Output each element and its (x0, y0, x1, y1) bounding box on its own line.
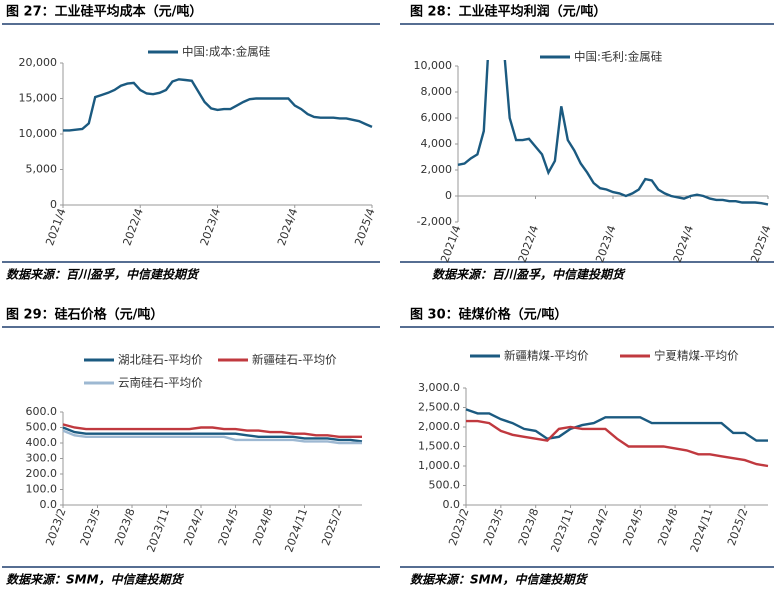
data-line (62, 423, 362, 438)
y-tick-label: 15,000 (19, 92, 58, 105)
y-tick-label: 2,500.0 (418, 401, 460, 414)
legend-label: 中国:成本:金属硅 (182, 45, 271, 59)
y-tick-label: 200.0 (26, 467, 58, 480)
y-tick-label: 2,000 (421, 163, 453, 176)
x-tick-label: 2024/5 (620, 507, 645, 548)
y-tick-label: 500.0 (26, 421, 58, 434)
data-line (63, 78, 373, 132)
source-note: 数据来源：百川盈孚，中信建投期货 (432, 268, 626, 282)
plot (457, 60, 769, 206)
y-tick-label: 100.0 (26, 483, 58, 496)
x-tick-label: 2023/5 (78, 507, 103, 548)
chart-title: 图 29：硅石价格（元/吨） (6, 307, 163, 323)
x-tick-label: 2025/4 (748, 224, 773, 265)
y-tick-label: 8,000 (421, 85, 453, 98)
legend-label: 新疆精煤-平均价 (504, 349, 589, 363)
y-tick-label: 0 (445, 189, 452, 202)
x-tick-label: 2024/2 (586, 507, 611, 548)
y-tick-label: 1,000.0 (418, 459, 460, 472)
y-tick-label: 20,000 (19, 56, 58, 69)
legend-label: 中国:毛利:金属硅 (574, 50, 663, 64)
x-tick-label: 2021/4 (43, 207, 68, 248)
x-tick-label: 2023/11 (144, 507, 172, 554)
source-note: 数据来源：SMM，中信建投期货 (6, 573, 185, 587)
chart-title: 图 27：工业硅平均成本（元/吨） (6, 4, 202, 20)
source-note: 数据来源：SMM，中信建投期货 (410, 573, 589, 587)
y-tick-label: -2,000 (417, 215, 452, 228)
plot (465, 408, 769, 468)
x-tick-label: 2023/2 (446, 507, 471, 548)
chart-title: 图 28：工业硅平均利润（元/吨） (410, 4, 606, 20)
x-tick-label: 2023/2 (43, 507, 68, 548)
y-tick-label: 5,000 (26, 163, 58, 176)
x-tick-label: 2024/8 (655, 507, 680, 548)
data-line (466, 419, 769, 468)
x-tick-label: 2024/8 (250, 507, 275, 548)
x-tick-label: 2023/4 (198, 207, 223, 248)
rules (2, 23, 774, 568)
x-tick-label: 2024/4 (275, 207, 300, 248)
plot (62, 423, 363, 445)
source-note: 数据来源：百川盈孚，中信建投期货 (6, 268, 200, 282)
data-line (457, 60, 769, 206)
y-tick-label: 400.0 (26, 436, 58, 449)
y-tick-label: 0.0 (40, 498, 58, 511)
y-tick-label: 0.0 (443, 498, 461, 511)
y-tick-label: 4,000 (421, 137, 453, 150)
data-line (62, 429, 362, 445)
y-tick-label: 600.0 (26, 405, 58, 418)
y-tick-label: 500.0 (429, 479, 461, 492)
y-tick-label: 0 (50, 198, 57, 211)
legend-label: 云南硅石-平均价 (118, 376, 203, 390)
x-tick-label: 2024/11 (688, 507, 716, 554)
y-tick-label: 1,500.0 (418, 440, 460, 453)
x-tick-label: 2025/2 (725, 507, 750, 548)
data-line (465, 408, 768, 442)
y-tick-label: 6,000 (421, 111, 453, 124)
x-tick-label: 2022/4 (120, 207, 145, 248)
y-tick-label: 10,000 (414, 59, 453, 72)
x-tick-label: 2024/2 (181, 507, 206, 548)
x-tick-label: 2025/2 (319, 507, 344, 548)
y-tick-label: 2,000.0 (418, 420, 460, 433)
x-tick-label: 2024/5 (216, 507, 241, 548)
plot (63, 78, 373, 132)
data-line (62, 426, 363, 443)
chart-title: 图 30：硅煤价格（元/吨） (410, 307, 567, 323)
x-tick-label: 2025/4 (352, 207, 377, 248)
legend-label: 新疆硅石-平均价 (252, 353, 337, 367)
x-tick-label: 2021/4 (438, 224, 463, 265)
x-tick-label: 2022/4 (516, 224, 541, 265)
legend-label: 宁夏精煤-平均价 (654, 349, 739, 363)
x-tick-label: 2023/8 (516, 507, 541, 548)
x-tick-label: 2024/11 (282, 507, 310, 554)
x-tick-label: 2024/4 (671, 224, 696, 265)
x-tick-label: 2023/11 (548, 507, 576, 554)
y-tick-label: 3,000.0 (418, 381, 460, 394)
x-tick-label: 2023/8 (112, 507, 137, 548)
x-tick-label: 2023/5 (481, 507, 506, 548)
x-tick-label: 2023/4 (593, 224, 618, 265)
y-tick-label: 10,000 (19, 127, 58, 140)
y-tick-label: 300.0 (26, 452, 58, 465)
legend-label: 湖北硅石-平均价 (118, 353, 203, 367)
